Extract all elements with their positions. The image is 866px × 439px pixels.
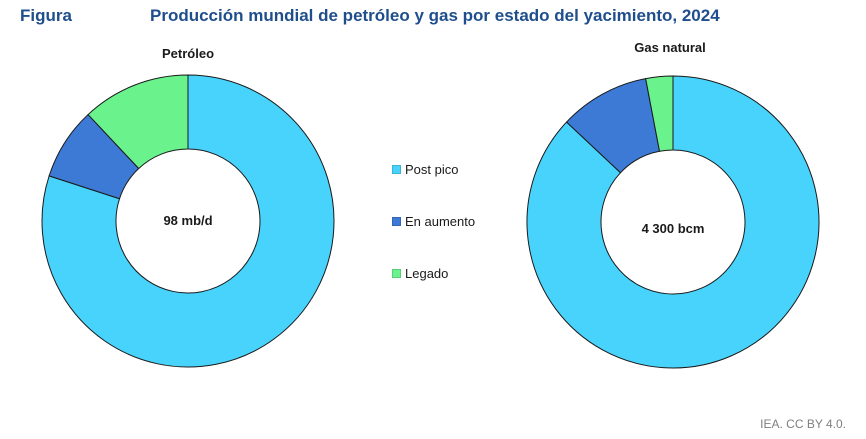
gas-chart-subtitle: Gas natural: [634, 40, 706, 55]
legend-item-legado: Legado: [392, 262, 475, 284]
oil-slice-legado: [87, 74, 189, 170]
legend-item-post-pico: Post pico: [392, 158, 475, 180]
gas-donut-chart: [526, 75, 820, 369]
figure-label: Figura: [20, 6, 72, 25]
gas-slice-post-pico: [526, 75, 820, 369]
legend-swatch-post-pico: [392, 164, 401, 174]
legend-swatch-legado: [392, 268, 401, 278]
credit-text: IEA. CC BY 4.0.: [760, 417, 846, 431]
legend-label-en-aumento: En aumento: [405, 213, 476, 229]
legend-swatch-en-aumento: [392, 216, 401, 226]
gas-slice-legado: [645, 75, 674, 152]
oil-slice-post-pico: [41, 74, 335, 368]
oil-donut-chart: [41, 74, 335, 368]
oil-chart-subtitle: Petróleo: [161, 46, 215, 61]
chart-title: Producción mundial de petróleo y gas por…: [150, 6, 720, 25]
legend-label-post-pico: Post pico: [405, 161, 459, 177]
oil-center-label: 98 mb/d: [163, 213, 212, 228]
legend-item-en-aumento: En aumento: [392, 210, 475, 232]
legend: Post pico En aumento Legado: [392, 158, 475, 314]
gas-center-label: 4 300 bcm: [642, 221, 705, 236]
legend-label-legado: Legado: [405, 265, 449, 281]
